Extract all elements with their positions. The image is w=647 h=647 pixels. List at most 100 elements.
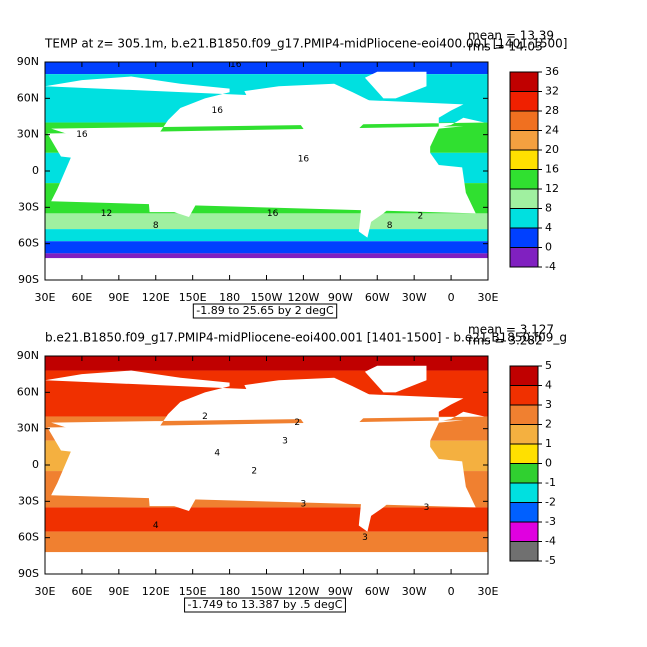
colorbar-label: 36 xyxy=(545,65,559,78)
x-tick-label: 90W xyxy=(328,291,353,304)
colorbar-box xyxy=(509,424,539,445)
colorbar-label: 32 xyxy=(545,85,559,98)
colorbar-label: -2 xyxy=(545,496,556,509)
y-tick-label: 0 xyxy=(32,164,39,177)
colorbar-label: 3 xyxy=(545,398,552,411)
panel-title: TEMP at z= 305.1m, b.e21.B1850.f09_g17.P… xyxy=(44,37,568,51)
colorbar-label: 12 xyxy=(545,182,559,195)
colorbar-label: 4 xyxy=(545,379,552,392)
x-tick-label: 120W xyxy=(287,585,319,598)
contour-label: 16 xyxy=(267,209,279,219)
colorbar-label: -1 xyxy=(545,476,556,489)
y-tick-label: 60S xyxy=(18,531,39,544)
ocean-band xyxy=(45,253,488,259)
land xyxy=(0,77,41,169)
contour-label: 2 xyxy=(251,467,257,477)
antarctica xyxy=(45,258,488,280)
colorbar-box xyxy=(509,91,539,112)
range-note: -1.89 to 25.65 by 2 degC xyxy=(196,304,334,317)
x-tick-label: 60E xyxy=(71,585,92,598)
range-note: -1.749 to 13.387 by .5 degC xyxy=(188,598,343,611)
x-tick-label: 30W xyxy=(402,585,427,598)
y-tick-label: 90N xyxy=(17,349,39,362)
land xyxy=(364,71,427,99)
colorbar-box xyxy=(509,169,539,190)
land xyxy=(148,184,197,218)
x-tick-label: 30W xyxy=(402,291,427,304)
colorbar-label: -4 xyxy=(545,535,556,548)
contour-label: 3 xyxy=(282,436,288,446)
x-tick-label: 60W xyxy=(365,291,390,304)
land xyxy=(148,478,197,512)
contour-label: 3 xyxy=(301,499,307,509)
range-box xyxy=(192,303,338,319)
colorbar-label: 2 xyxy=(545,418,552,431)
range-box xyxy=(184,597,346,613)
colorbar-label: 4 xyxy=(545,221,552,234)
colorbar-label: 28 xyxy=(545,104,559,117)
contour-label: 2 xyxy=(202,412,208,422)
land xyxy=(0,371,41,463)
map: 16 16 16 12 8 2 8 16 16 xyxy=(0,60,488,280)
colorbar-box xyxy=(509,188,539,209)
y-tick-label: 90S xyxy=(18,273,39,286)
antarctica xyxy=(45,552,488,574)
contour-label: 16 xyxy=(212,106,224,116)
y-tick-label: 30N xyxy=(17,128,39,141)
land xyxy=(45,76,485,169)
x-tick-label: 30E xyxy=(35,585,56,598)
colorbar-label: 8 xyxy=(545,202,552,215)
x-tick-label: 60W xyxy=(365,585,390,598)
colorbar-box xyxy=(509,521,539,542)
ocean-band xyxy=(45,507,488,532)
contour-label: 4 xyxy=(214,448,220,458)
colorbar-box xyxy=(509,247,539,268)
y-tick-label: 60N xyxy=(17,385,39,398)
colorbar-label: -4 xyxy=(545,260,556,273)
colorbar-box xyxy=(509,443,539,464)
colorbar-box xyxy=(509,502,539,523)
x-tick-label: 150E xyxy=(179,291,207,304)
contour-label: 16 xyxy=(76,130,88,140)
y-tick-label: 0 xyxy=(32,458,39,471)
rms-stat: rms = 14.03 xyxy=(468,40,543,54)
colorbar-label: 5 xyxy=(545,359,552,372)
colorbar-label: -3 xyxy=(545,515,556,528)
colorbar-box xyxy=(509,227,539,248)
colorbar-box xyxy=(509,385,539,406)
land xyxy=(45,370,485,463)
panel-title: b.e21.B1850.f09_g17.PMIP4-midPliocene-eo… xyxy=(45,331,567,345)
contour-label: 16 xyxy=(230,60,242,70)
x-tick-label: 90W xyxy=(328,585,353,598)
x-tick-label: 0 xyxy=(448,291,455,304)
colorbar-box xyxy=(509,482,539,503)
colorbar-label: 0 xyxy=(545,457,552,470)
contour-label: 8 xyxy=(153,221,159,231)
x-tick-label: 180 xyxy=(219,585,240,598)
x-tick-label: 150E xyxy=(179,585,207,598)
colorbar-label: -5 xyxy=(545,554,556,567)
x-tick-label: 30E xyxy=(478,585,499,598)
colorbar-box xyxy=(509,130,539,151)
x-tick-label: 0 xyxy=(448,585,455,598)
y-tick-label: 90S xyxy=(18,567,39,580)
colorbar-label: 20 xyxy=(545,143,559,156)
land xyxy=(364,365,427,393)
colorbar-box xyxy=(509,110,539,131)
colorbar-label: 24 xyxy=(545,124,559,137)
y-tick-label: 60S xyxy=(18,237,39,250)
colorbar-label: 1 xyxy=(545,437,552,450)
colorbar-label: 16 xyxy=(545,163,559,176)
contour-label: 3 xyxy=(424,503,430,513)
contour-label: 4 xyxy=(153,521,159,531)
y-tick-label: 30S xyxy=(18,200,39,213)
x-tick-label: 120W xyxy=(287,291,319,304)
colorbar-box xyxy=(509,365,539,386)
x-tick-label: 150W xyxy=(251,585,283,598)
rms-stat: rms = 3.282 xyxy=(468,334,543,348)
ocean-band xyxy=(45,241,488,254)
y-tick-label: 30S xyxy=(18,494,39,507)
colorbar-box xyxy=(509,71,539,92)
